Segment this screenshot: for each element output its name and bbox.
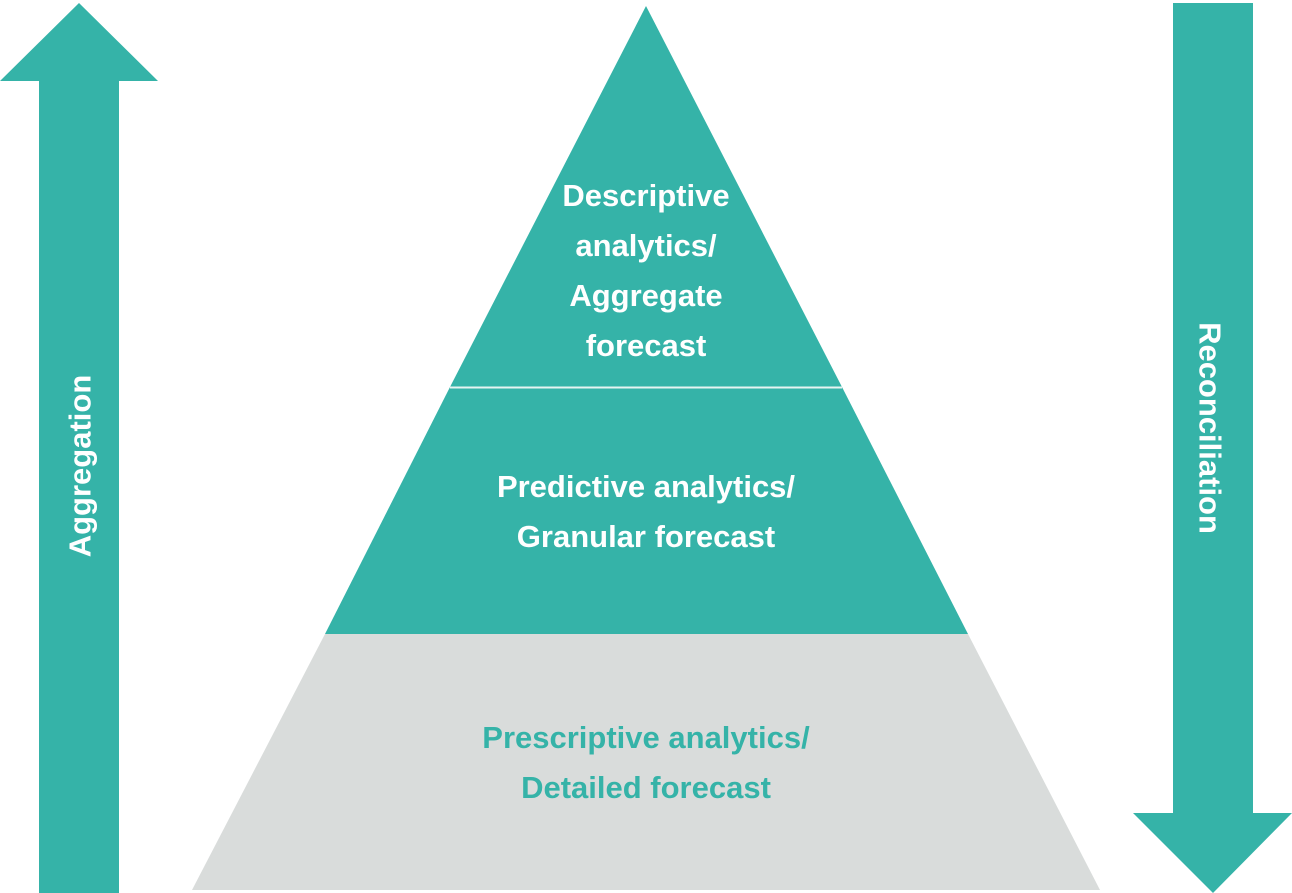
tier-top-line: Aggregate bbox=[569, 278, 722, 313]
pyramid-tier-top bbox=[450, 6, 842, 387]
pyramid bbox=[192, 6, 1100, 890]
tier-top-line: analytics/ bbox=[575, 228, 717, 263]
tier-top-text: Descriptive analytics/ Aggregate forecas… bbox=[562, 178, 729, 363]
tier-middle-line: Predictive analytics/ bbox=[497, 469, 795, 504]
tier-bottom-line: Prescriptive analytics/ bbox=[482, 720, 810, 755]
aggregation-arrow: Aggregation bbox=[0, 3, 158, 893]
reconciliation-arrow: Reconciliation bbox=[1133, 3, 1292, 893]
arrow-down-icon bbox=[1133, 3, 1292, 893]
pyramid-tier-bottom bbox=[192, 634, 1100, 890]
tier-middle-line: Granular forecast bbox=[517, 519, 775, 554]
tier-middle-text: Predictive analytics/ Granular forecast bbox=[497, 469, 795, 554]
tier-top-line: Descriptive bbox=[562, 178, 729, 213]
tier-top-line: forecast bbox=[586, 328, 707, 363]
tier-bottom-line: Detailed forecast bbox=[521, 770, 771, 805]
reconciliation-label: Reconciliation bbox=[1193, 322, 1228, 534]
tier-bottom-text: Prescriptive analytics/ Detailed forecas… bbox=[482, 720, 810, 805]
aggregation-label: Aggregation bbox=[63, 375, 98, 558]
arrow-up-icon bbox=[0, 3, 158, 893]
pyramid-tier-middle bbox=[325, 387, 968, 634]
